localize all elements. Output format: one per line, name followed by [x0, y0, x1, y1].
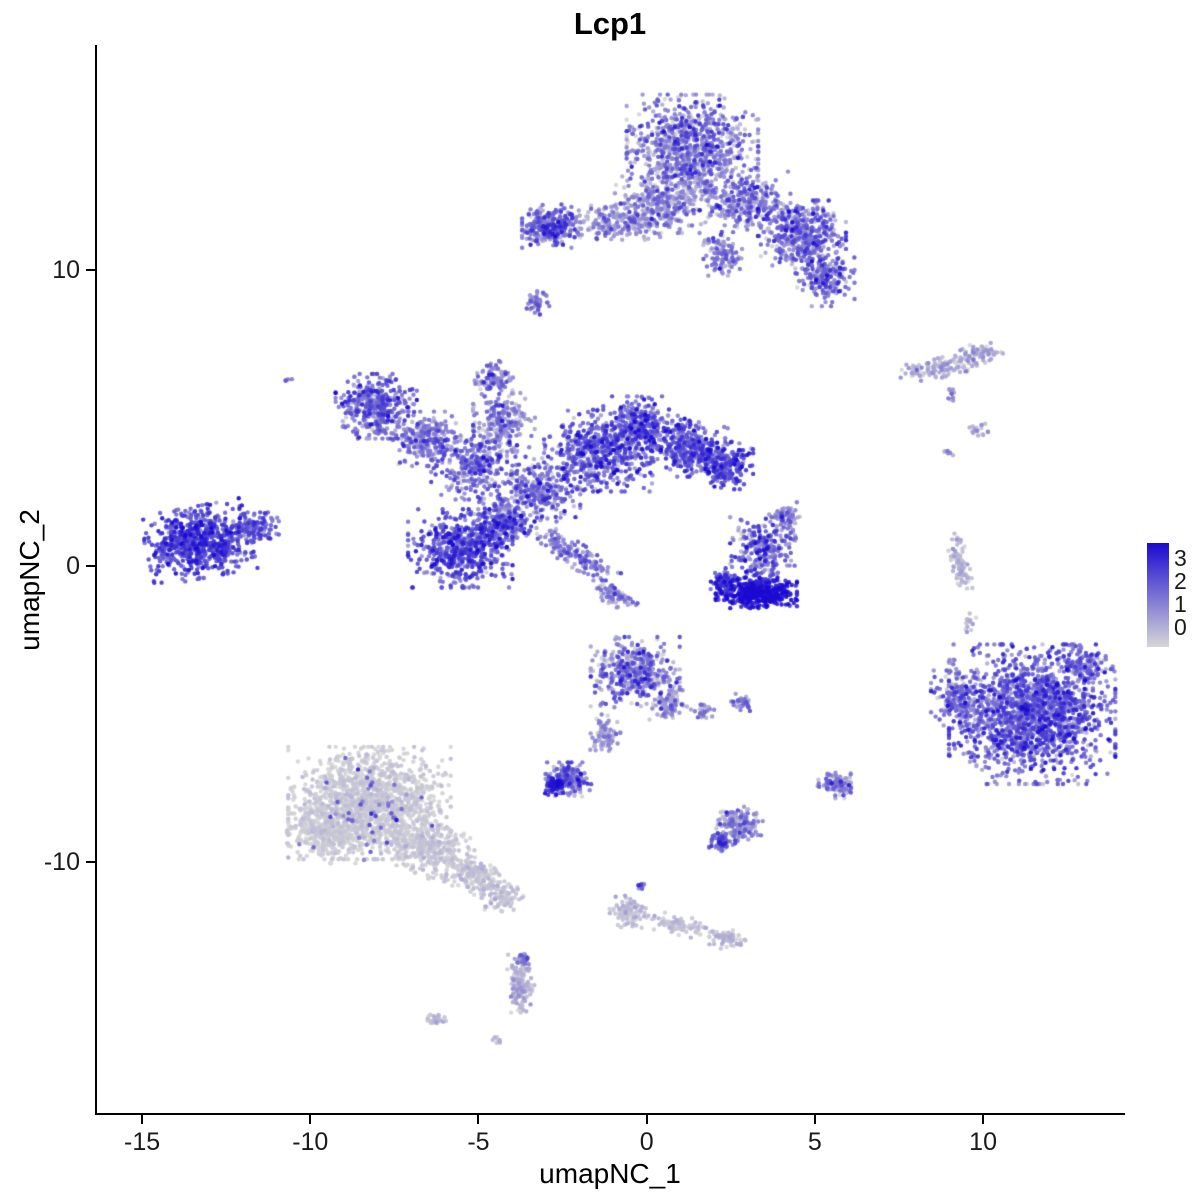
plot-title: Lcp1	[573, 6, 647, 41]
x-tick-mark	[141, 1115, 144, 1124]
x-tick-label: 0	[639, 1128, 654, 1156]
legend-tick-label: 1	[1174, 591, 1187, 617]
x-axis-title: umapNC_1	[539, 1158, 681, 1189]
plot-panel	[95, 45, 1125, 1115]
colorbar-gradient	[1147, 543, 1169, 647]
y-tick-mark	[86, 269, 95, 272]
y-tick-label: 10	[52, 256, 80, 285]
x-tick-mark	[309, 1115, 312, 1124]
x-tick-label: -10	[292, 1128, 329, 1156]
x-tick-label: -15	[124, 1128, 161, 1156]
y-axis-title: umapNC_2	[14, 509, 45, 651]
legend-tick-label: 3	[1174, 545, 1187, 571]
legend-tick-label: 0	[1174, 614, 1187, 640]
x-tick-mark	[982, 1115, 985, 1124]
y-tick-label: -10	[43, 848, 80, 877]
y-tick-mark	[86, 861, 95, 864]
x-tick-mark	[645, 1115, 648, 1124]
y-tick-label: 0	[66, 552, 80, 581]
umap-scatter-canvas	[97, 45, 1123, 1111]
x-tick-mark	[813, 1115, 816, 1124]
y-tick-mark	[86, 565, 95, 568]
x-tick-label: -5	[467, 1128, 490, 1156]
x-tick-label: 10	[969, 1128, 997, 1156]
legend-tick-label: 2	[1174, 568, 1187, 594]
x-tick-label: 5	[807, 1128, 822, 1156]
x-tick-mark	[477, 1115, 480, 1124]
